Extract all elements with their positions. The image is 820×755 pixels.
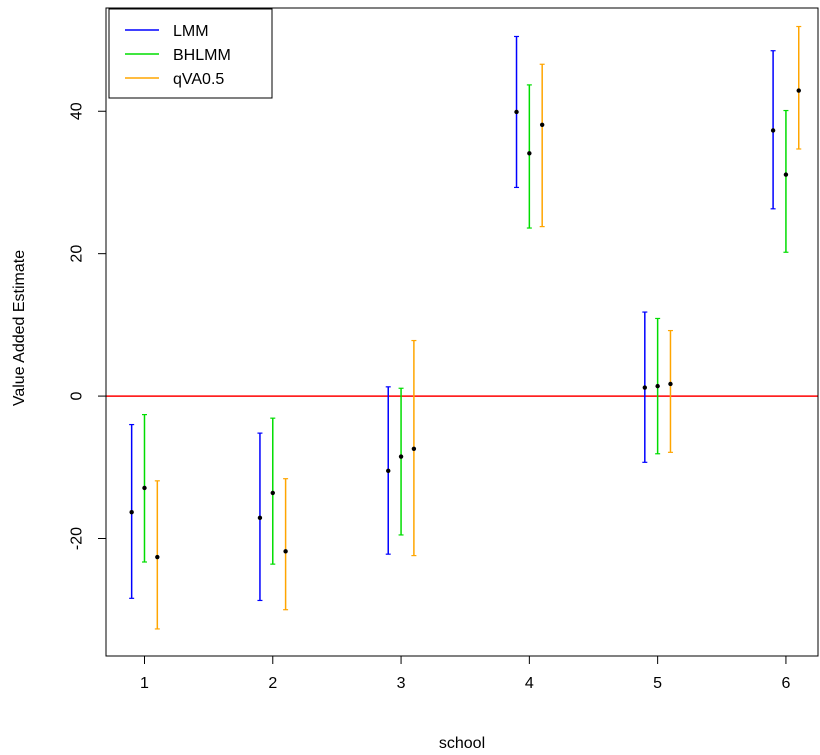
legend-label: qVA0.5: [173, 71, 224, 88]
point: [129, 509, 134, 515]
point: [514, 109, 519, 115]
x-tick-label: 4: [525, 675, 534, 692]
point: [270, 490, 275, 496]
point: [142, 485, 147, 491]
point: [155, 554, 160, 560]
point: [257, 515, 263, 521]
y-axis-label: Value Added Estimate: [11, 250, 28, 406]
x-tick-label: 5: [653, 675, 662, 692]
axes-layer: 1 2 3 4 5 6 -20 0 20 40: [69, 7, 819, 692]
plot-frame: [105, 7, 819, 657]
point: [283, 549, 288, 554]
point: [796, 88, 801, 93]
x-tick-label: 3: [397, 675, 406, 692]
point: [386, 468, 391, 474]
point: [655, 383, 660, 389]
error-bars-layer: [129, 25, 802, 630]
y-tick-label: 20: [69, 245, 86, 263]
point: [398, 454, 404, 459]
point: [770, 128, 776, 133]
x-tick-label: 1: [140, 675, 149, 692]
y-tick-label: 40: [69, 102, 86, 120]
point: [642, 385, 648, 390]
point: [411, 446, 417, 451]
legend-label: LMM: [173, 23, 209, 40]
x-tick-label: 6: [781, 675, 790, 692]
y-tick-label: -20: [69, 527, 86, 550]
point: [668, 381, 673, 387]
point: [527, 151, 532, 156]
y-tick-label: 0: [69, 392, 86, 401]
point: [539, 122, 545, 127]
legend: LMM BHLMM qVA0.5: [108, 8, 273, 99]
legend-label: BHLMM: [173, 47, 231, 64]
x-axis-label: school: [439, 735, 485, 752]
point: [783, 172, 789, 177]
points-layer: [129, 88, 801, 560]
x-tick-label: 2: [268, 675, 277, 692]
